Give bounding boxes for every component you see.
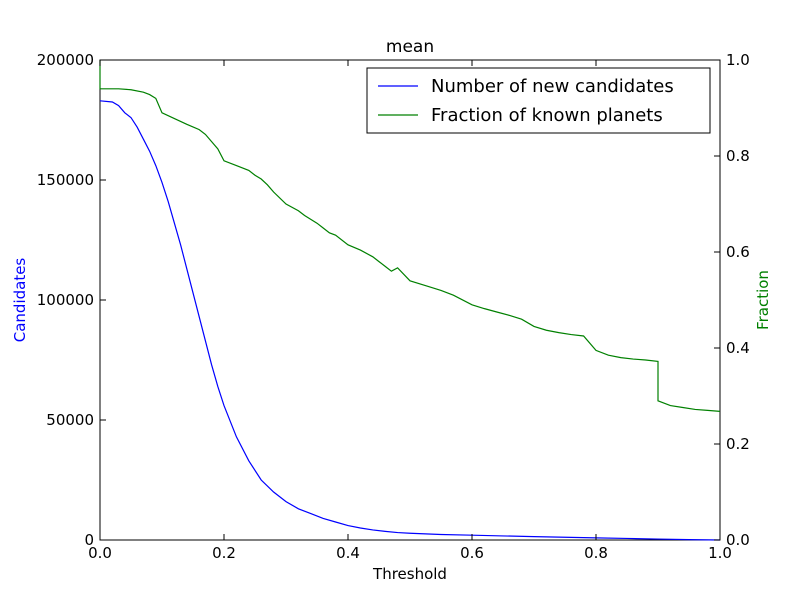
y-left-axis-ticks: 0 50000 100000 150000 200000 xyxy=(37,51,106,549)
series-layer xyxy=(99,60,721,541)
legend: Number of new candidates Fraction of kno… xyxy=(366,67,711,134)
y-left-tick-label: 200000 xyxy=(37,51,94,69)
x-axis-label: Threshold xyxy=(372,565,447,583)
x-tick-label: 1.0 xyxy=(708,544,732,562)
x-tick-label: 0.4 xyxy=(336,544,360,562)
x-tick-label: 0.2 xyxy=(212,544,236,562)
y-right-tick-label: 1.0 xyxy=(726,51,750,69)
y-left-tick-label: 50000 xyxy=(46,411,94,429)
x-axis-ticks: 0.0 0.2 0.4 0.6 0.8 1.0 xyxy=(88,60,732,562)
series-line-candidates xyxy=(99,100,721,541)
y-right-tick-label: 0.2 xyxy=(726,435,750,453)
y-right-axis-ticks: 0.0 0.2 0.4 0.6 0.8 1.0 xyxy=(714,51,750,549)
y-left-tick-label: 100000 xyxy=(37,291,94,309)
legend-label-fraction: Fraction of known planets xyxy=(431,105,663,126)
x-tick-label: 0.8 xyxy=(584,544,608,562)
y-left-tick-label: 0 xyxy=(84,531,94,549)
y-left-axis-label: Candidates xyxy=(11,258,29,343)
y-right-tick-label: 0.0 xyxy=(726,531,750,549)
plot-area xyxy=(99,59,721,541)
x-tick-label: 0.0 xyxy=(88,544,112,562)
plot-frame xyxy=(99,59,721,541)
y-right-axis-label: Fraction xyxy=(754,270,772,330)
chart-title: mean xyxy=(386,37,434,57)
y-right-tick-label: 0.8 xyxy=(726,147,750,165)
x-tick-label: 0.6 xyxy=(460,544,484,562)
y-left-tick-label: 150000 xyxy=(37,171,94,189)
y-right-tick-label: 0.4 xyxy=(726,339,750,357)
y-right-tick-label: 0.6 xyxy=(726,243,750,261)
legend-box xyxy=(366,67,711,134)
legend-label-candidates: Number of new candidates xyxy=(431,76,674,97)
series-line-fraction xyxy=(99,60,721,412)
